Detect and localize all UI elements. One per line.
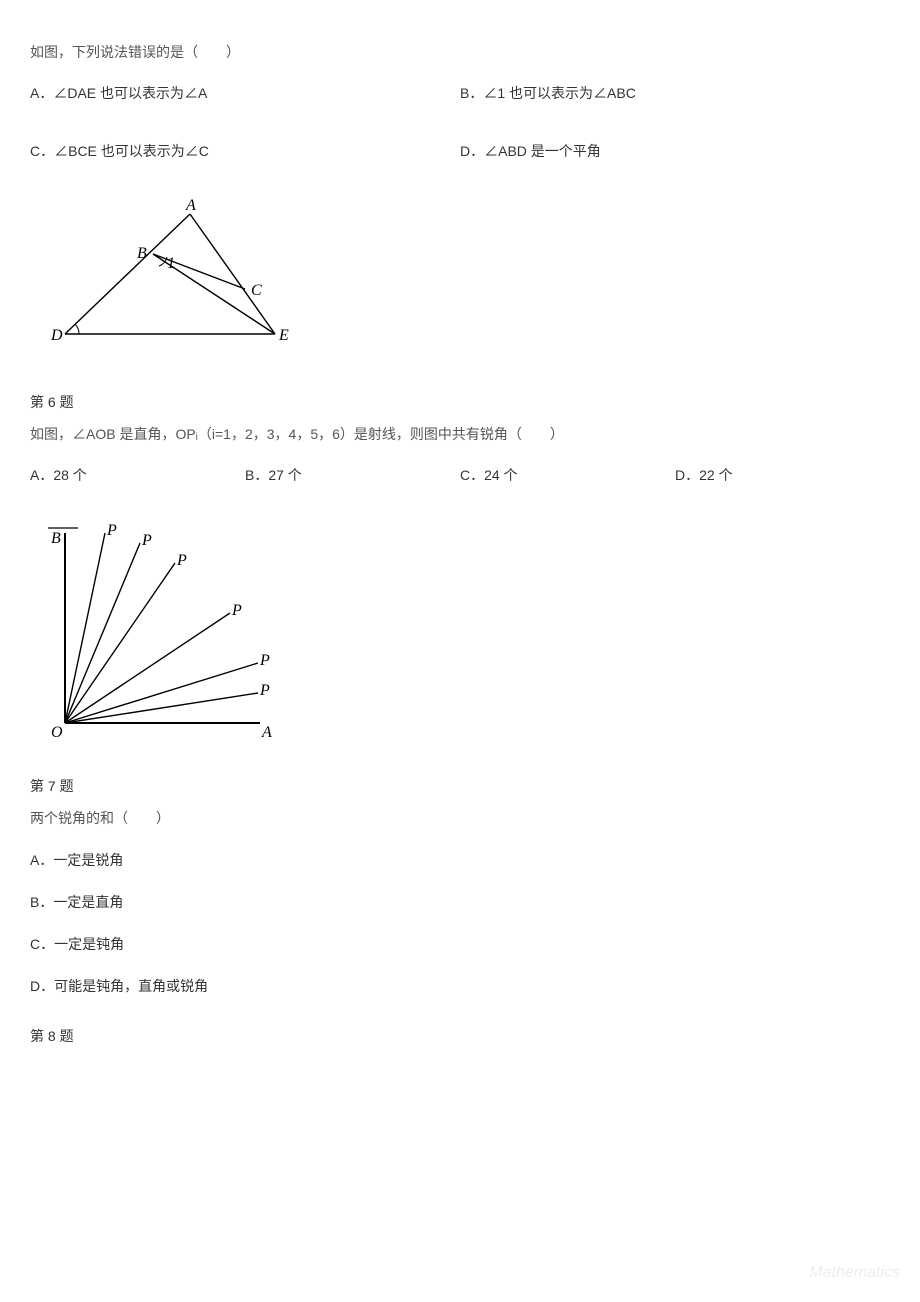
- q5-stem: 如图，下列说法错误的是（ ）: [30, 40, 890, 65]
- watermark: Mathematics: [809, 1264, 900, 1282]
- svg-text:P: P: [259, 682, 270, 699]
- q5-option-b[interactable]: B．∠1 也可以表示为∠ABC: [460, 83, 890, 103]
- q6-option-c[interactable]: C．24 个: [460, 465, 675, 485]
- q6-option-a[interactable]: A．28 个: [30, 465, 245, 485]
- svg-text:B: B: [137, 245, 147, 262]
- q5-options-row2: C．∠BCE 也可以表示为∠C D．∠ABD 是一个平角: [30, 141, 890, 181]
- svg-text:B: B: [51, 530, 61, 547]
- svg-text:P: P: [106, 523, 117, 539]
- q6-title: 第 6 题: [30, 392, 890, 412]
- q7-stem: 两个锐角的和（ ）: [30, 806, 890, 831]
- svg-text:P: P: [176, 552, 187, 569]
- svg-text:E: E: [278, 327, 289, 344]
- q5-option-a[interactable]: A．∠DAE 也可以表示为∠A: [30, 83, 460, 103]
- q5-options-row1: A．∠DAE 也可以表示为∠A B．∠1 也可以表示为∠ABC: [30, 83, 890, 123]
- svg-text:1: 1: [167, 255, 175, 272]
- q5-figure: A B C D E 1: [40, 199, 890, 362]
- q6-stem: 如图，∠AOB 是直角，OPᵢ（i=1，2，3，4，5，6）是射线，则图中共有锐…: [30, 422, 890, 447]
- svg-text:C: C: [251, 282, 262, 299]
- q6-options: A．28 个 B．27 个 C．24 个 D．22 个: [30, 465, 890, 505]
- q6-option-d[interactable]: D．22 个: [675, 465, 890, 485]
- q7-option-c[interactable]: C．一定是钝角: [30, 934, 890, 954]
- q7-options: A．一定是锐角 B．一定是直角 C．一定是钝角 D．可能是钝角，直角或锐角: [30, 850, 890, 996]
- q7-option-b[interactable]: B．一定是直角: [30, 892, 890, 912]
- q8-title: 第 8 题: [30, 1026, 890, 1046]
- q6-figure: PPPPPPOAB: [40, 523, 890, 746]
- svg-text:P: P: [141, 532, 152, 549]
- svg-text:A: A: [185, 199, 196, 214]
- svg-text:O: O: [51, 724, 63, 741]
- q5-option-d[interactable]: D．∠ABD 是一个平角: [460, 141, 890, 161]
- svg-text:P: P: [231, 602, 242, 619]
- q5-option-c[interactable]: C．∠BCE 也可以表示为∠C: [30, 141, 460, 161]
- svg-text:D: D: [50, 327, 63, 344]
- q6-option-b[interactable]: B．27 个: [245, 465, 460, 485]
- q7-option-d[interactable]: D．可能是钝角，直角或锐角: [30, 976, 890, 996]
- q7-title: 第 7 题: [30, 776, 890, 796]
- svg-text:P: P: [259, 652, 270, 669]
- q7-option-a[interactable]: A．一定是锐角: [30, 850, 890, 870]
- svg-text:A: A: [261, 724, 272, 741]
